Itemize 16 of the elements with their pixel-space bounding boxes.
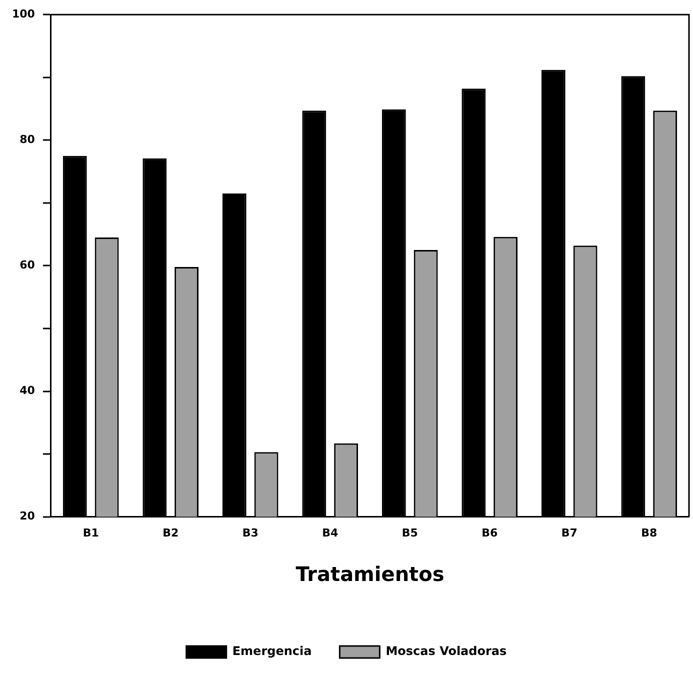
y-tick-label: 80: [20, 133, 36, 146]
x-axis-title: Tratamientos: [296, 562, 444, 586]
x-tick-label: B5: [402, 526, 418, 540]
legend-label: Emergencia: [232, 644, 312, 658]
x-tick-label: B2: [162, 526, 179, 540]
x-tick-label: B8: [641, 526, 658, 540]
legend-label: Moscas Voladoras: [386, 644, 507, 658]
y-tick-label: 20: [20, 510, 36, 523]
x-tick-label: B7: [561, 526, 578, 540]
y-tick-label: 60: [20, 258, 36, 272]
y-tick-label: 40: [20, 384, 36, 398]
x-tick-label: B1: [82, 526, 99, 540]
y-tick-label: 100: [12, 7, 36, 20]
x-tick-label: B3: [242, 526, 258, 540]
x-tick-label: B6: [482, 526, 498, 540]
x-tick-label: B4: [322, 526, 338, 540]
